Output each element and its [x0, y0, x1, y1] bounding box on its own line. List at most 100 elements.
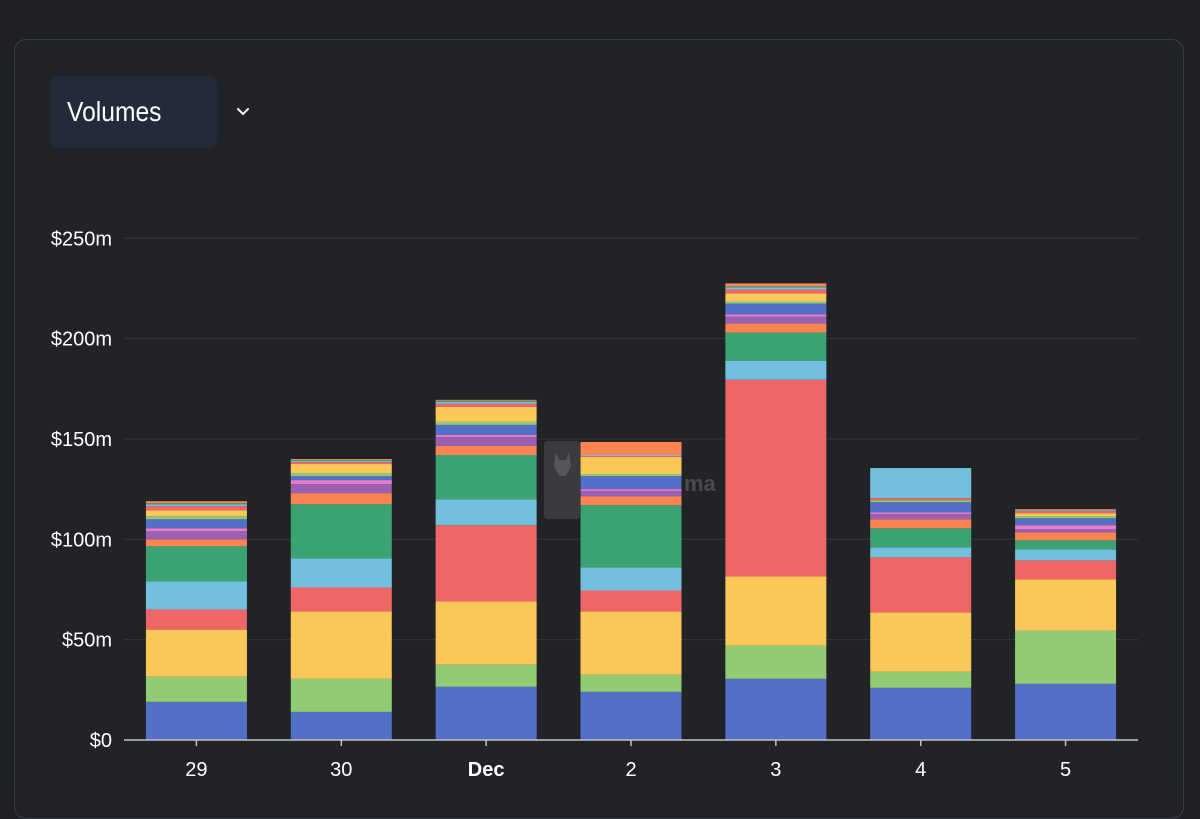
bar-segment[interactable] [725, 316, 827, 324]
bar-segment[interactable] [435, 436, 537, 446]
bar-segment[interactable] [435, 455, 537, 500]
bar-segment[interactable] [725, 332, 827, 361]
bar-segment[interactable] [1015, 529, 1117, 533]
bar-segment[interactable] [435, 525, 537, 602]
bar-segment[interactable] [145, 506, 247, 511]
bar-segment[interactable] [870, 512, 972, 515]
bar-segment[interactable] [870, 528, 972, 548]
bar-segment[interactable] [145, 539, 247, 547]
bar-segment[interactable] [580, 491, 682, 497]
bar-segment[interactable] [870, 498, 972, 501]
bar-segment[interactable] [145, 519, 247, 529]
bar-segment[interactable] [1015, 540, 1117, 550]
bar-segment[interactable] [580, 489, 682, 492]
bar-segment[interactable] [725, 293, 827, 302]
bar-segment[interactable] [290, 459, 392, 461]
bar-segment[interactable] [435, 499, 537, 526]
bar-segment[interactable] [1015, 683, 1117, 740]
bar-segment[interactable] [725, 286, 827, 288]
bar-segment[interactable] [580, 474, 682, 477]
bar-segment[interactable] [145, 501, 247, 504]
bar-segment[interactable] [290, 461, 392, 463]
bar-segment[interactable] [435, 403, 537, 407]
bar-segment[interactable] [290, 611, 392, 679]
bar-segment[interactable] [145, 701, 247, 740]
bar-segment[interactable] [290, 493, 392, 505]
bar-segment[interactable] [435, 406, 537, 422]
bar-segment[interactable] [725, 301, 827, 304]
bar-segment[interactable] [870, 468, 972, 499]
bar-segment[interactable] [580, 476, 682, 490]
bar-segment[interactable] [725, 289, 827, 294]
bar-segment[interactable] [435, 424, 537, 435]
bar-segment[interactable] [870, 500, 972, 503]
bar-segment[interactable] [725, 379, 827, 577]
bar-segment[interactable] [870, 557, 972, 613]
chevron-down-icon[interactable] [236, 76, 250, 148]
bar-segment[interactable] [290, 462, 392, 465]
bar-segment[interactable] [725, 303, 827, 315]
metric-selector-dropdown[interactable]: Volumes [50, 76, 249, 148]
bar-segment[interactable] [1015, 525, 1117, 530]
bar-segment[interactable] [725, 360, 827, 380]
bar-segment[interactable] [290, 480, 392, 485]
bar-segment[interactable] [580, 457, 682, 475]
bar-segment[interactable] [870, 612, 972, 672]
bar-segment[interactable] [435, 664, 537, 687]
bar-segment[interactable] [290, 504, 392, 559]
bar-segment[interactable] [145, 629, 247, 677]
bar-segment[interactable] [725, 678, 827, 740]
bar-segment[interactable] [145, 676, 247, 702]
bar-segment[interactable] [1015, 510, 1117, 512]
bar-segment[interactable] [435, 400, 537, 402]
bar-segment[interactable] [870, 519, 972, 529]
bar-segment[interactable] [435, 445, 537, 456]
bar-segment[interactable] [1015, 532, 1117, 541]
bar-segment[interactable] [290, 587, 392, 612]
bar-segment[interactable] [580, 496, 682, 506]
bar-segment[interactable] [145, 546, 247, 582]
bar-segment[interactable] [290, 464, 392, 474]
bar-segment[interactable] [870, 687, 972, 740]
bar-segment[interactable] [580, 674, 682, 692]
bar-segment[interactable] [725, 287, 827, 290]
bar-segment[interactable] [1015, 549, 1117, 561]
bar-segment[interactable] [870, 502, 972, 513]
bar-segment[interactable] [145, 531, 247, 540]
bar-segment[interactable] [580, 567, 682, 591]
bar-segment[interactable] [725, 283, 827, 287]
bar-segment[interactable] [435, 399, 537, 401]
bar-segment[interactable] [1015, 579, 1117, 631]
bar-segment[interactable] [580, 691, 682, 740]
bar-segment[interactable] [1015, 509, 1117, 511]
bar-segment[interactable] [145, 609, 247, 630]
bar-segment[interactable] [725, 323, 827, 333]
bar-segment[interactable] [290, 476, 392, 481]
bar-segment[interactable] [435, 401, 537, 404]
bar-segment[interactable] [290, 711, 392, 740]
bar-segment[interactable] [435, 601, 537, 665]
bar-segment[interactable] [580, 441, 682, 456]
bar-segment[interactable] [580, 455, 682, 457]
bar-segment[interactable] [145, 581, 247, 610]
bar-segment[interactable] [1015, 560, 1117, 580]
bar-segment[interactable] [725, 576, 827, 646]
bar-segment[interactable] [290, 473, 392, 477]
bar-segment[interactable] [725, 645, 827, 679]
bar-segment[interactable] [870, 514, 972, 520]
bar-segment[interactable] [1015, 518, 1117, 526]
bar-segment[interactable] [435, 686, 537, 740]
bar-segment[interactable] [870, 671, 972, 688]
bar-segment[interactable] [290, 558, 392, 588]
bar-segment[interactable] [145, 516, 247, 520]
bar-segment[interactable] [870, 547, 972, 558]
bar-segment[interactable] [290, 484, 392, 494]
bar-segment[interactable] [580, 590, 682, 612]
bar-segment[interactable] [580, 456, 682, 458]
bar-segment[interactable] [580, 505, 682, 568]
bar-segment[interactable] [725, 314, 827, 317]
bar-segment[interactable] [145, 510, 247, 517]
bar-segment[interactable] [145, 504, 247, 507]
bar-segment[interactable] [145, 528, 247, 532]
bar-segment[interactable] [435, 434, 537, 437]
